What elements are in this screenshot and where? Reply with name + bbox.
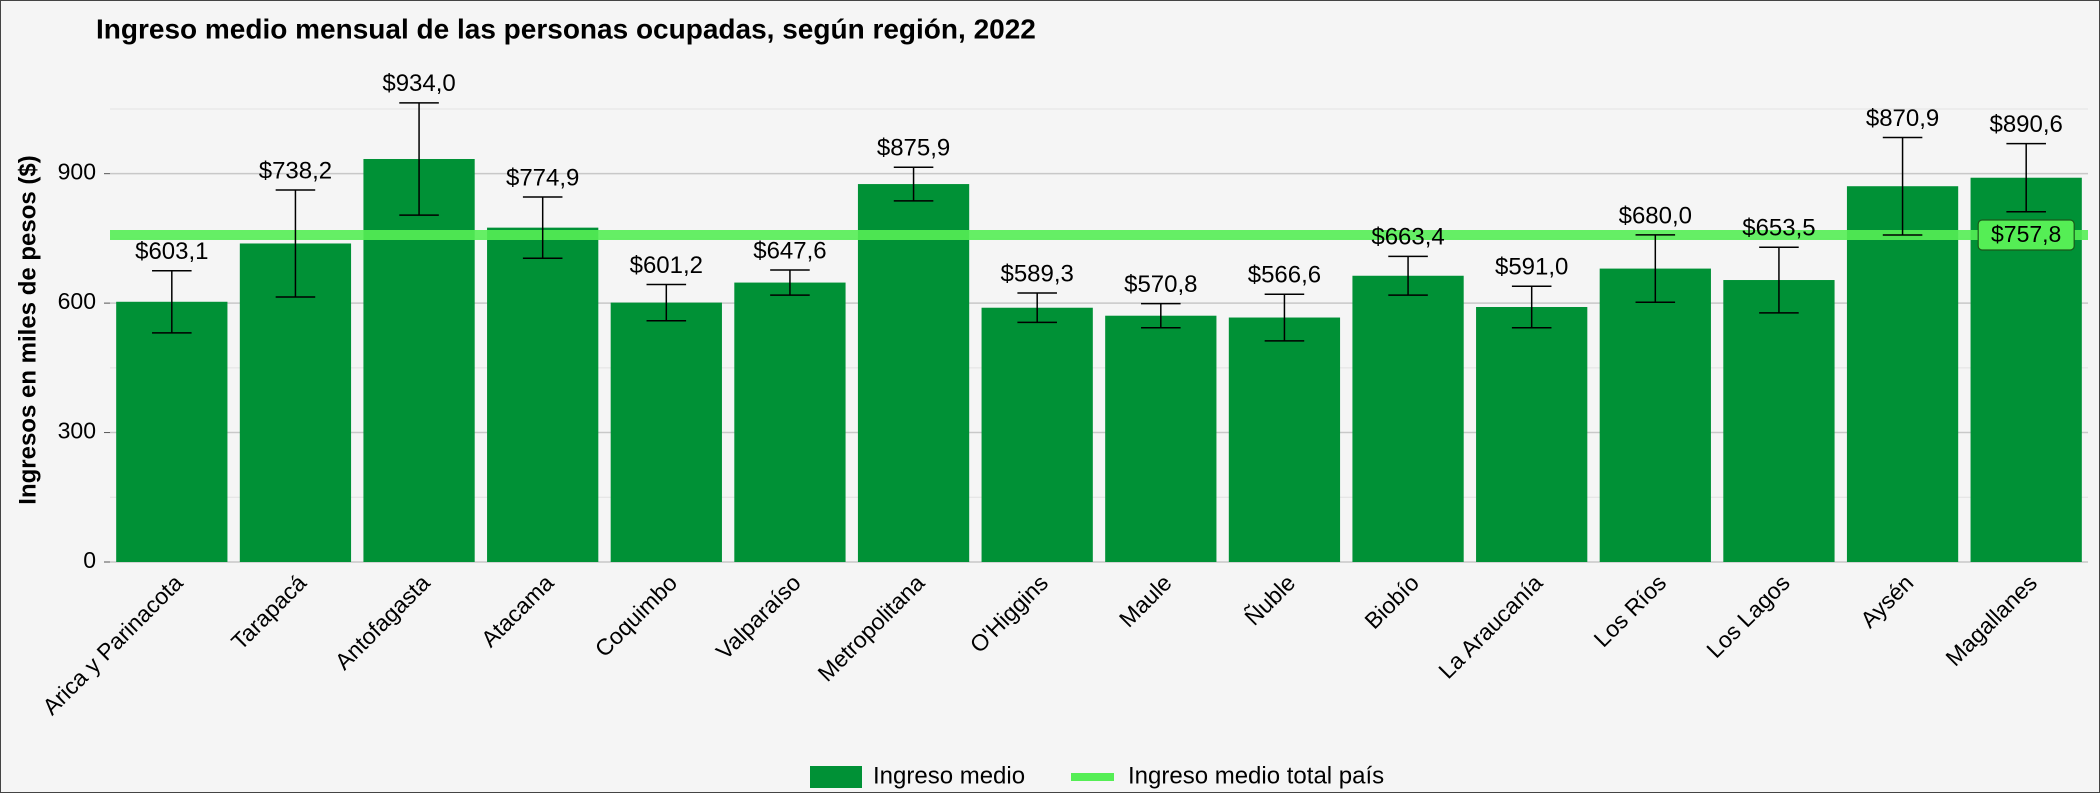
y-tick-label: 0	[83, 547, 96, 573]
value-label: $934,0	[382, 70, 455, 97]
value-label: $566,6	[1248, 262, 1321, 289]
bar	[1846, 186, 1959, 562]
bar	[857, 184, 970, 562]
value-label: $870,9	[1866, 105, 1939, 132]
value-label: $570,8	[1124, 271, 1197, 298]
bar	[1105, 315, 1217, 562]
reference-label-box	[1977, 219, 2075, 251]
value-label: $589,3	[1000, 260, 1073, 287]
value-label: $601,2	[630, 252, 703, 279]
value-label: $591,0	[1495, 254, 1568, 281]
y-tick-label: 900	[58, 159, 96, 185]
reference-label: $757,8	[1991, 221, 2061, 247]
bar	[734, 282, 846, 562]
bar	[610, 302, 722, 562]
bar	[1228, 317, 1341, 562]
value-label: $653,5	[1742, 215, 1815, 242]
legend-label: Ingreso medio total país	[1128, 762, 1384, 789]
y-axis-label: Ingresos en miles de pesos ($)	[14, 155, 41, 504]
value-label: $875,9	[877, 135, 950, 162]
value-label: $890,6	[1989, 111, 2062, 138]
bar	[981, 307, 1093, 562]
bar	[487, 227, 599, 562]
value-label: $647,6	[753, 237, 826, 264]
bar	[363, 158, 475, 563]
chart-title: Ingreso medio mensual de las personas oc…	[96, 13, 1036, 44]
y-tick-label: 600	[58, 288, 96, 314]
value-label: $663,4	[1371, 224, 1444, 251]
value-label: $774,9	[506, 164, 579, 191]
bar	[116, 301, 228, 562]
value-label: $603,1	[135, 238, 208, 265]
legend-swatch	[810, 766, 862, 788]
bar	[1723, 280, 1835, 562]
bar	[1352, 275, 1464, 562]
legend-label: Ingreso medio	[873, 762, 1025, 789]
bar	[1599, 268, 1711, 562]
y-tick-label: 300	[58, 418, 96, 444]
value-label: $738,2	[259, 157, 332, 184]
bar	[1476, 306, 1588, 562]
value-label: $680,0	[1619, 202, 1692, 229]
